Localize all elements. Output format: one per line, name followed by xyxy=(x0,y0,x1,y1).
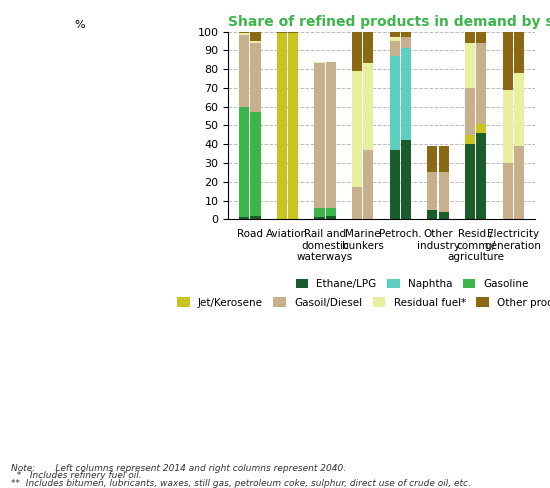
Bar xyxy=(364,150,373,220)
Bar xyxy=(514,32,524,73)
Bar xyxy=(503,32,513,90)
Bar xyxy=(326,216,336,220)
Bar xyxy=(401,37,411,48)
Bar xyxy=(389,150,400,220)
Bar xyxy=(514,73,524,146)
Bar xyxy=(277,32,287,34)
Bar xyxy=(465,135,475,144)
Bar xyxy=(503,90,513,163)
Bar xyxy=(465,43,475,88)
Bar xyxy=(364,63,373,150)
Bar xyxy=(476,43,486,123)
Bar xyxy=(352,187,362,220)
Bar xyxy=(288,32,298,34)
Bar xyxy=(438,212,449,220)
Bar xyxy=(277,34,287,220)
Bar xyxy=(401,141,411,220)
Bar xyxy=(389,56,400,150)
Bar xyxy=(503,163,513,220)
Bar xyxy=(250,112,261,216)
Bar xyxy=(239,35,249,107)
Text: %: % xyxy=(75,20,85,30)
Bar xyxy=(438,146,449,172)
Text: Share of refined products in demand by sector, 2014 and 2040: Share of refined products in demand by s… xyxy=(228,15,550,29)
Bar xyxy=(239,218,249,220)
Bar xyxy=(352,32,362,71)
Bar xyxy=(250,216,261,220)
Bar xyxy=(352,71,362,187)
Bar xyxy=(401,32,411,37)
Bar xyxy=(364,32,373,63)
Bar xyxy=(315,218,324,220)
Bar xyxy=(250,43,261,112)
Bar xyxy=(476,133,486,220)
Bar xyxy=(476,123,486,133)
Legend: Jet/Kerosene, Gasoil/Diesel, Residual fuel*, Other products**: Jet/Kerosene, Gasoil/Diesel, Residual fu… xyxy=(173,293,550,312)
Bar xyxy=(326,208,336,216)
Bar xyxy=(250,41,261,43)
Bar xyxy=(514,146,524,220)
Bar xyxy=(427,172,437,210)
Bar xyxy=(389,41,400,56)
Text: Note:       Left columns represent 2014 and right columns represent 2040.: Note: Left columns represent 2014 and ri… xyxy=(11,464,346,473)
Text: **  Includes bitumen, lubricants, waxes, still gas, petroleum coke, sulphur, dir: ** Includes bitumen, lubricants, waxes, … xyxy=(11,479,471,488)
Bar xyxy=(438,172,449,212)
Bar xyxy=(465,88,475,135)
Bar xyxy=(401,48,411,141)
Bar xyxy=(250,32,261,41)
Bar xyxy=(326,61,336,208)
Text: *   Includes refinery fuel oil.: * Includes refinery fuel oil. xyxy=(11,471,142,480)
Bar xyxy=(427,146,437,172)
Bar xyxy=(239,34,249,35)
Bar xyxy=(476,32,486,43)
Bar xyxy=(239,107,249,218)
Bar xyxy=(315,61,324,63)
Bar xyxy=(239,32,249,34)
Bar xyxy=(465,144,475,220)
Bar xyxy=(465,32,475,43)
Bar xyxy=(427,210,437,220)
Bar xyxy=(389,32,400,37)
Bar xyxy=(315,63,324,208)
Bar xyxy=(389,37,400,41)
Bar xyxy=(315,208,324,218)
Bar xyxy=(288,34,298,220)
